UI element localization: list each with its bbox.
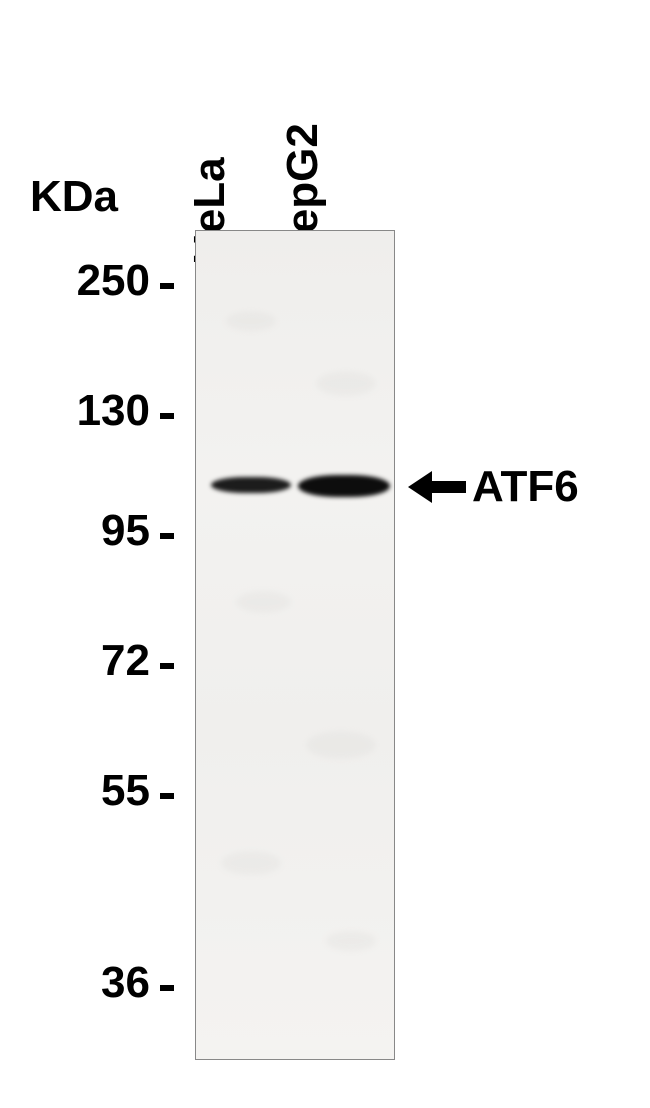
blot-noise xyxy=(316,371,376,396)
western-blot-figure: KDa 250 130 95 72 55 36 HeLa HepG2 ATF6 xyxy=(0,0,650,1108)
mw-tick-250 xyxy=(160,283,174,289)
blot-noise xyxy=(236,591,291,613)
band-hepg2-atf6 xyxy=(298,475,390,497)
mw-marker-250: 250 xyxy=(77,256,150,306)
mw-tick-95 xyxy=(160,533,174,539)
mw-marker-130: 130 xyxy=(77,386,150,436)
blot-noise xyxy=(226,311,276,331)
mw-marker-95: 95 xyxy=(101,506,150,556)
arrow-left-icon xyxy=(408,469,466,505)
blot-membrane xyxy=(195,230,395,1060)
mw-tick-72 xyxy=(160,663,174,669)
blot-noise xyxy=(221,851,281,875)
mw-marker-36: 36 xyxy=(101,958,150,1008)
band-hela-atf6 xyxy=(211,477,291,493)
blot-noise xyxy=(326,931,376,951)
mw-marker-72: 72 xyxy=(101,636,150,686)
kda-unit-label: KDa xyxy=(30,172,118,222)
mw-marker-55: 55 xyxy=(101,766,150,816)
target-protein-label: ATF6 xyxy=(472,462,579,512)
mw-tick-36 xyxy=(160,985,174,991)
blot-noise xyxy=(306,731,376,759)
mw-tick-130 xyxy=(160,413,174,419)
mw-tick-55 xyxy=(160,793,174,799)
target-annotation: ATF6 xyxy=(408,462,579,512)
